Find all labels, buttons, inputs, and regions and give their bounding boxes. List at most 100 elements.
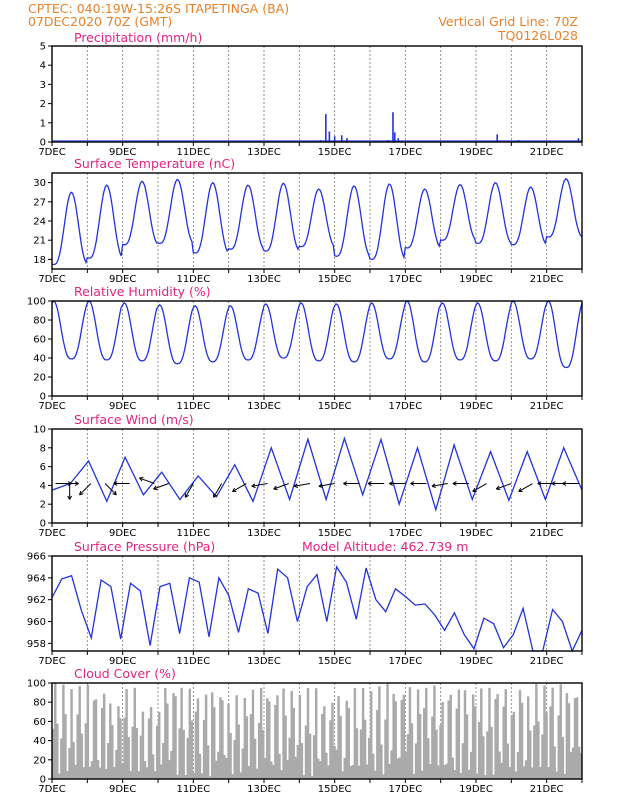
cloud-bar bbox=[384, 719, 387, 779]
wind-vector bbox=[496, 483, 512, 490]
cloud-bar bbox=[274, 705, 277, 779]
x-tick-label: 17DEC bbox=[388, 401, 422, 412]
x-tick-label: 21DEC bbox=[530, 401, 564, 412]
cloud-bar bbox=[111, 725, 114, 779]
cloud-bar bbox=[158, 711, 161, 779]
cloud-bar bbox=[290, 690, 293, 779]
cloud-bar bbox=[398, 757, 401, 779]
precip-bar bbox=[319, 140, 322, 142]
cloud-bar bbox=[451, 757, 454, 779]
cloud-bar bbox=[296, 744, 300, 779]
x-tick-label: 17DEC bbox=[388, 656, 422, 667]
cloud-bar bbox=[565, 693, 569, 779]
cloud-bar bbox=[92, 700, 96, 779]
y-tick-label: 2 bbox=[40, 99, 46, 110]
cloud-bar bbox=[516, 751, 520, 779]
cloud-bar bbox=[192, 773, 196, 779]
wind-vector bbox=[104, 483, 117, 496]
x-tick-label: 15DEC bbox=[318, 656, 352, 667]
cloud-bar bbox=[457, 689, 461, 779]
precip-bar bbox=[346, 138, 348, 142]
wind-vector bbox=[79, 483, 92, 496]
wind-arrowhead bbox=[213, 493, 218, 498]
cloud-bar bbox=[427, 738, 430, 779]
cloud-bar bbox=[102, 693, 106, 779]
precip-bar bbox=[333, 136, 336, 142]
cloud-bar bbox=[213, 707, 216, 779]
wind-arrowhead bbox=[431, 483, 436, 489]
wind-vector bbox=[184, 483, 194, 498]
cloud-bar bbox=[60, 738, 63, 779]
cloud-bar bbox=[117, 706, 120, 779]
y-tick-label: 21 bbox=[33, 236, 46, 247]
cloud-bar bbox=[496, 694, 499, 779]
x-tick-label: 17DEC bbox=[388, 528, 422, 539]
cloud-bar bbox=[155, 725, 159, 779]
y-tick-label: 100 bbox=[27, 679, 46, 690]
cloud-bar bbox=[579, 752, 583, 779]
cloud-bar bbox=[323, 706, 326, 779]
cloud-bar bbox=[90, 761, 94, 779]
cloud-bar bbox=[58, 773, 61, 779]
cloud-bar bbox=[351, 764, 355, 779]
x-tick-label: 15DEC bbox=[318, 528, 352, 539]
x-tick-label: 9DEC bbox=[109, 274, 136, 285]
y-tick-label: 958 bbox=[27, 639, 46, 650]
cloud-bar bbox=[82, 767, 86, 779]
cloud-bar bbox=[107, 743, 110, 779]
cloud-bar bbox=[178, 728, 181, 779]
cloud-bar bbox=[241, 748, 245, 779]
cloud-bar bbox=[188, 688, 192, 779]
x-tick-label: 17DEC bbox=[388, 274, 422, 285]
x-tick-label: 19DEC bbox=[459, 401, 493, 412]
cloud-bar bbox=[298, 694, 302, 779]
cloud-bar bbox=[308, 733, 312, 779]
y-tick-label: 20 bbox=[33, 373, 46, 384]
x-tick-label: 9DEC bbox=[109, 528, 136, 539]
cloud-bar bbox=[343, 757, 346, 779]
y-tick-label: 0 bbox=[40, 519, 46, 530]
y-tick-label: 962 bbox=[27, 595, 46, 606]
cloud-bar bbox=[494, 699, 497, 779]
wind-arrowhead bbox=[452, 481, 457, 486]
x-tick-label: 21DEC bbox=[530, 784, 564, 795]
cloud-bar bbox=[402, 694, 406, 779]
cloud-bar bbox=[423, 708, 426, 779]
cloud-bar bbox=[365, 764, 369, 779]
cloud-bar bbox=[347, 708, 351, 779]
x-tick-label: 9DEC bbox=[109, 147, 136, 158]
panel-temp: 18 21 24 27 30 7DEC 9DEC 11DEC 13DEC 15DEC 17DEC 19… bbox=[33, 172, 583, 285]
cloud-bar bbox=[563, 773, 567, 779]
wind-arrowhead bbox=[343, 481, 348, 486]
cloud-bar bbox=[310, 776, 314, 779]
cloud-bar bbox=[339, 715, 342, 779]
y-tick-label: 4 bbox=[40, 481, 46, 492]
wind-arrowhead bbox=[551, 481, 556, 486]
cloud-bar bbox=[80, 733, 83, 779]
wind-arrowhead bbox=[537, 481, 542, 486]
cloud-bar bbox=[86, 684, 90, 779]
y-tick-label: 966 bbox=[27, 552, 46, 563]
cloud-bar bbox=[172, 693, 175, 779]
precip-bar bbox=[393, 132, 396, 142]
y-tick-label: 40 bbox=[33, 354, 46, 365]
cloud-bar bbox=[557, 715, 560, 779]
cloud-bar bbox=[211, 692, 214, 779]
cloud-bar bbox=[512, 711, 516, 779]
wind-arrowhead bbox=[472, 487, 477, 493]
cloud-bar bbox=[139, 735, 143, 779]
cloud-bar bbox=[300, 743, 304, 779]
cloud-bar bbox=[392, 693, 395, 779]
wind-arrowhead bbox=[184, 493, 190, 498]
wind-arrowhead bbox=[251, 483, 256, 489]
panel-pres: 958 960 962 964 966 7DEC 9DEC 11DEC 13DEC 15DEC 17… bbox=[27, 552, 583, 667]
x-tick-label: 11DEC bbox=[176, 656, 210, 667]
cloud-bar bbox=[253, 738, 257, 779]
cloud-bar bbox=[129, 770, 132, 779]
cloud-bar bbox=[227, 703, 230, 779]
cloud-bar bbox=[533, 725, 536, 779]
x-tick-label: 21DEC bbox=[530, 656, 564, 667]
cloud-bar bbox=[268, 701, 271, 779]
wind-vector bbox=[431, 483, 448, 487]
y-tick-label: 18 bbox=[33, 255, 46, 266]
